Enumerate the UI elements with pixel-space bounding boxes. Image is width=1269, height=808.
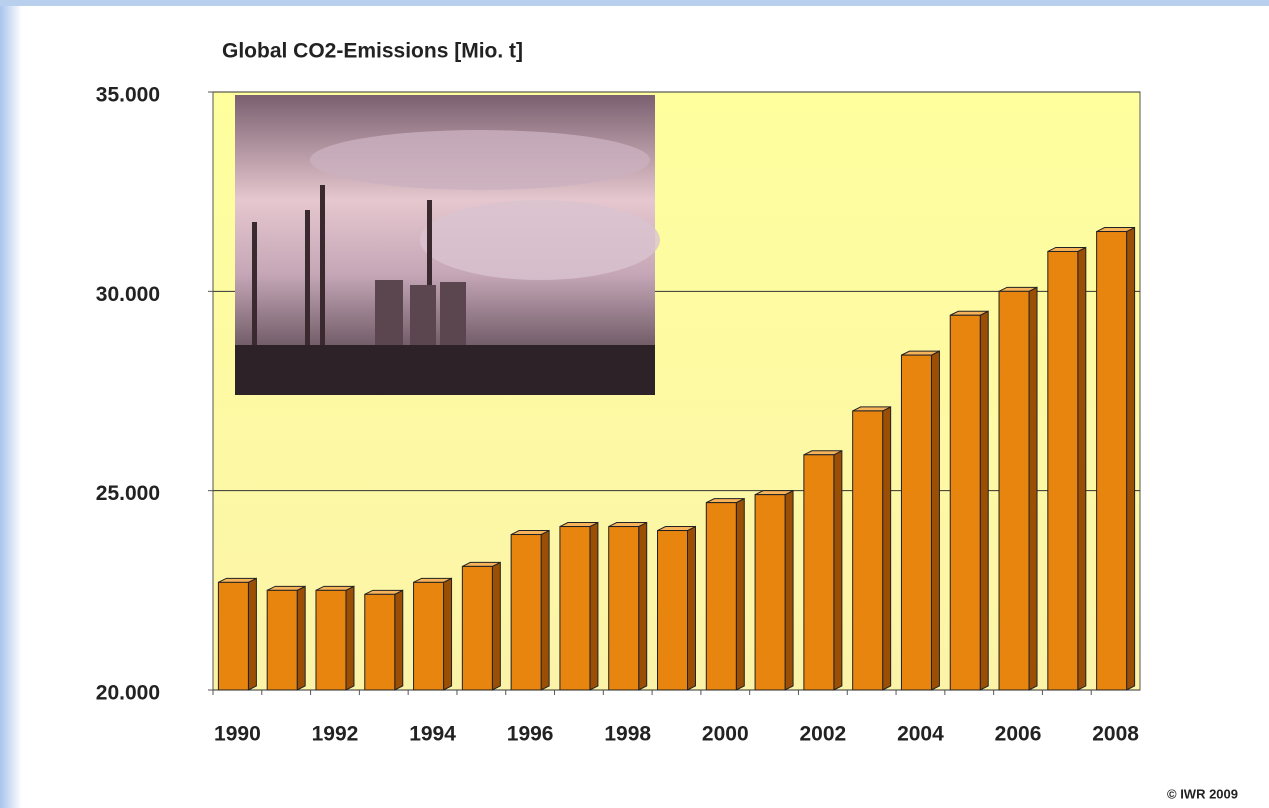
bar-side (443, 577, 453, 691)
bar (998, 290, 1030, 691)
bar (1096, 231, 1128, 691)
x-tick-label: 1994 (409, 723, 456, 746)
bar-side (784, 489, 794, 691)
bar-top (852, 406, 891, 412)
bar-top (364, 589, 403, 595)
top-edge (0, 0, 1269, 6)
x-tick-label: 2006 (995, 723, 1042, 746)
bar-top (559, 522, 599, 528)
bar-top (706, 498, 745, 504)
bar-top (998, 286, 1038, 292)
bar (413, 581, 445, 691)
bar-top (657, 526, 696, 532)
bar-top (413, 577, 452, 583)
bar-side (345, 585, 355, 691)
bar (1047, 250, 1079, 691)
bar (657, 530, 688, 691)
bar-side (882, 406, 892, 691)
bar-top (1047, 246, 1087, 252)
y-tick-label: 35.000 (96, 84, 160, 107)
y-tick-label: 30.000 (96, 283, 160, 306)
bar (852, 410, 884, 691)
x-tick-label: 1990 (214, 723, 261, 746)
bar-side (1126, 226, 1136, 691)
bar-side (394, 589, 404, 691)
bar-side (687, 525, 696, 691)
bar (608, 526, 640, 691)
bar-side (979, 310, 989, 691)
bar-side (540, 529, 550, 691)
bar-side (296, 585, 306, 691)
bar (266, 589, 298, 691)
x-tick-label: 2002 (800, 723, 847, 746)
bar (705, 502, 737, 691)
bar-top (462, 561, 501, 567)
source-note: © IWR 2009 (1167, 786, 1238, 801)
chart-title: Global CO2-Emissions [Mio. t] (222, 40, 523, 63)
bar (559, 526, 591, 691)
x-tick-label: 1992 (312, 723, 359, 746)
bar-side (638, 521, 648, 691)
bar-top (510, 530, 550, 536)
bar-top (218, 577, 257, 583)
bar (900, 354, 932, 691)
x-tick-label: 1996 (507, 723, 554, 746)
bar-top (950, 310, 989, 316)
bar (461, 565, 493, 691)
bar-side (589, 521, 599, 691)
left-edge (0, 0, 22, 808)
bar (754, 494, 786, 691)
y-tick-label: 20.000 (96, 682, 160, 705)
bar-top (754, 490, 794, 496)
plot-layer: 20.000 25.000 30.000 35.000 1990 1992 1994 1996… (96, 84, 1140, 746)
bar-top (901, 350, 940, 356)
x-tick-label: 2000 (702, 723, 749, 746)
bar (315, 589, 347, 691)
bar (510, 534, 542, 691)
x-tick-label: 2008 (1092, 723, 1139, 746)
bar (364, 593, 396, 691)
bar-top (315, 585, 355, 591)
bar-side (247, 577, 257, 691)
photo (235, 95, 660, 395)
bar-top (803, 450, 843, 456)
y-tick-label: 25.000 (96, 482, 160, 505)
bar-side (1028, 286, 1038, 691)
bar (217, 581, 249, 691)
bar (949, 314, 981, 691)
x-tick-label: 1998 (604, 723, 651, 746)
bar-side (833, 449, 843, 691)
bar-side (735, 497, 745, 691)
bar-top (266, 585, 306, 591)
bar-top (608, 522, 647, 528)
bar-side (491, 561, 501, 691)
bar-side (930, 350, 940, 691)
bar-side (1077, 246, 1087, 691)
bar-top (1096, 227, 1135, 233)
bar (803, 454, 835, 691)
x-tick-label: 2004 (897, 723, 944, 746)
